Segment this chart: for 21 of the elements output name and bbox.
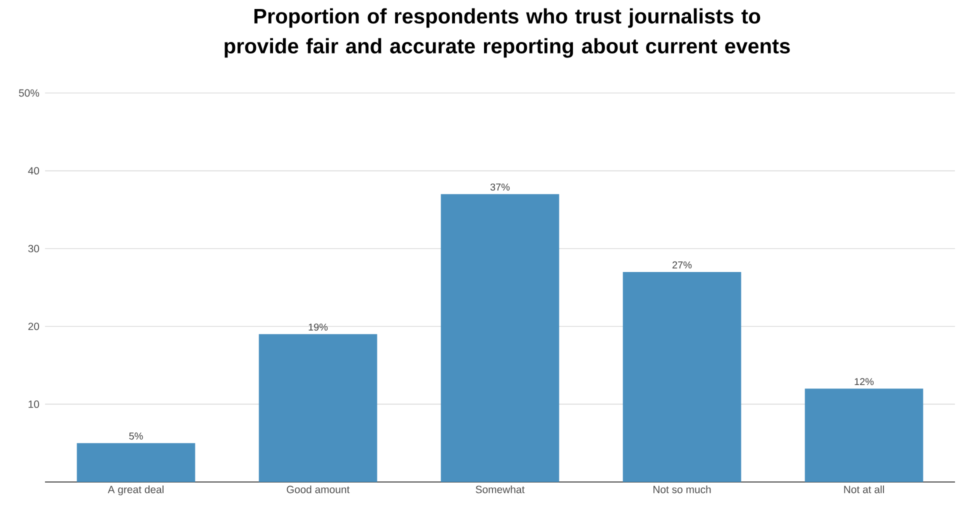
bar bbox=[804, 388, 924, 482]
y-tick-label: 10 bbox=[28, 400, 40, 408]
data-label: 12% bbox=[854, 378, 874, 386]
data-label: 19% bbox=[308, 324, 328, 331]
x-tick-label: A great deal bbox=[108, 486, 164, 496]
y-tick-label: 50% bbox=[18, 89, 40, 97]
x-tick-label: Not at all bbox=[844, 486, 884, 494]
data-label: 5% bbox=[129, 432, 143, 440]
bar bbox=[440, 194, 560, 482]
chart-title: Proportion of respondents who trust journalists to provide fair and accurate reporting about current events bbox=[224, 8, 790, 58]
y-tick-label: 20 bbox=[28, 322, 40, 330]
x-tick-label: Somewhat bbox=[476, 486, 525, 494]
data-label: 37% bbox=[490, 184, 510, 191]
y-tick-label: 30 bbox=[28, 244, 40, 252]
data-label: 27% bbox=[672, 261, 692, 268]
x-tick-label: Not so much bbox=[654, 486, 711, 494]
bar bbox=[622, 272, 742, 482]
y-tick-label: 40 bbox=[28, 167, 40, 175]
bar bbox=[76, 443, 196, 482]
x-tick-label: Good amount bbox=[286, 486, 350, 494]
bar bbox=[258, 334, 378, 482]
